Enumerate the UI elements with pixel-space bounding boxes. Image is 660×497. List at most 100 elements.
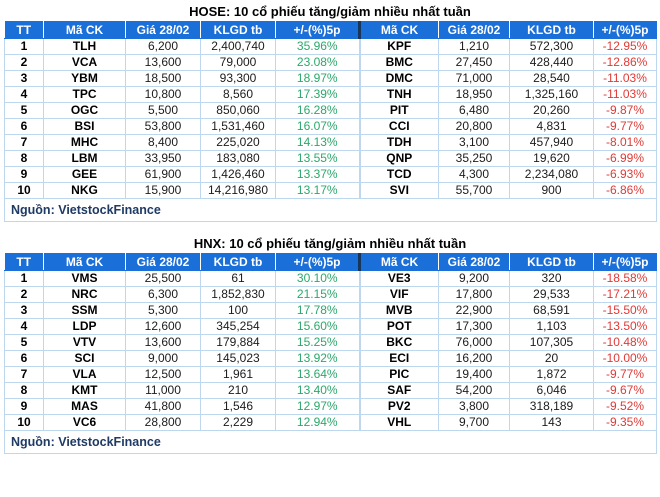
hnx-stock-table: TT Mã CK Giá 28/02 KLGD tb +/-(%)5p Mã CK Giá … bbox=[4, 253, 657, 454]
loser-price-cell: 35,250 bbox=[438, 150, 510, 167]
hnx-table-section: HNX: 10 cổ phiếu tăng/giảm nhiều nhất tu… bbox=[4, 235, 657, 454]
hose-table-title: HOSE: 10 cổ phiếu tăng/giảm nhiều nhất t… bbox=[189, 4, 471, 19]
loser-price-cell: 17,300 bbox=[438, 318, 510, 335]
rank-cell: 5 bbox=[4, 102, 44, 119]
table-row: 8 LBM 33,950 183,080 13.55% QNP 35,250 19,620 -6… bbox=[4, 150, 657, 167]
gainer-pct-cell: 13.64% bbox=[275, 366, 360, 383]
gainer-ticker-cell: VTV bbox=[43, 334, 126, 351]
loser-ticker-cell: DMC bbox=[358, 70, 439, 87]
rank-cell: 6 bbox=[4, 350, 44, 367]
gainer-ticker-cell: LDP bbox=[43, 318, 126, 335]
rank-cell: 8 bbox=[4, 382, 44, 399]
column-header: Giá 28/02 bbox=[125, 21, 201, 39]
loser-ticker-cell: VHL bbox=[358, 414, 439, 431]
gainer-pct-cell: 13.40% bbox=[275, 382, 360, 399]
loser-pct-cell: -9.77% bbox=[593, 366, 657, 383]
loser-ticker-cell: SVI bbox=[358, 182, 439, 199]
rank-cell: 2 bbox=[4, 54, 44, 71]
gainer-ticker-cell: NKG bbox=[43, 182, 126, 199]
loser-price-cell: 9,200 bbox=[438, 270, 510, 287]
gainer-volume-cell: 1,852,830 bbox=[200, 286, 276, 303]
gainer-pct-cell: 15.60% bbox=[275, 318, 360, 335]
gainer-ticker-cell: VMS bbox=[43, 270, 126, 287]
loser-pct-cell: -10.00% bbox=[593, 350, 657, 367]
loser-volume-cell: 107,305 bbox=[509, 334, 594, 351]
gainer-ticker-cell: TPC bbox=[43, 86, 126, 103]
gainer-ticker-cell: MAS bbox=[43, 398, 126, 415]
column-header: +/-(%)5p bbox=[275, 253, 361, 271]
loser-price-cell: 18,950 bbox=[438, 86, 510, 103]
table-row: 4 LDP 12,600 345,254 15.60% POT 17,300 1,103 -13… bbox=[4, 318, 657, 335]
gainer-volume-cell: 179,884 bbox=[200, 334, 276, 351]
column-header: +/-(%)5p bbox=[593, 253, 657, 271]
column-header: KLGD tb bbox=[200, 253, 276, 271]
gainer-ticker-cell: NRC bbox=[43, 286, 126, 303]
table-row: 6 SCI 9,000 145,023 13.92% ECI 16,200 20 -10.00% bbox=[4, 350, 657, 367]
gainer-price-cell: 15,900 bbox=[125, 182, 201, 199]
loser-pct-cell: -12.95% bbox=[593, 38, 657, 55]
gainer-pct-cell: 18.97% bbox=[275, 70, 360, 87]
table-row: 1 VMS 25,500 61 30.10% VE3 9,200 320 -18.58% bbox=[4, 270, 657, 287]
gainer-pct-cell: 16.28% bbox=[275, 102, 360, 119]
loser-volume-cell: 2,234,080 bbox=[509, 166, 594, 183]
loser-ticker-cell: POT bbox=[358, 318, 439, 335]
gainer-price-cell: 13,600 bbox=[125, 54, 201, 71]
loser-price-cell: 3,800 bbox=[438, 398, 510, 415]
gainer-volume-cell: 100 bbox=[200, 302, 276, 319]
loser-volume-cell: 428,440 bbox=[509, 54, 594, 71]
loser-price-cell: 19,400 bbox=[438, 366, 510, 383]
loser-pct-cell: -9.52% bbox=[593, 398, 657, 415]
loser-pct-cell: -6.86% bbox=[593, 182, 657, 199]
loser-pct-cell: -6.99% bbox=[593, 150, 657, 167]
rank-cell: 7 bbox=[4, 134, 44, 151]
gainer-ticker-cell: OGC bbox=[43, 102, 126, 119]
gainer-pct-cell: 21.15% bbox=[275, 286, 360, 303]
gainer-volume-cell: 1,426,460 bbox=[200, 166, 276, 183]
loser-price-cell: 16,200 bbox=[438, 350, 510, 367]
gainer-volume-cell: 2,400,740 bbox=[200, 38, 276, 55]
table-row: 7 VLA 12,500 1,961 13.64% PIC 19,400 1,872 -9.77… bbox=[4, 366, 657, 383]
source-label: Nguồn: VietstockFinance bbox=[4, 198, 657, 222]
column-header: Mã CK bbox=[359, 253, 439, 271]
gainer-volume-cell: 79,000 bbox=[200, 54, 276, 71]
gainer-ticker-cell: VCA bbox=[43, 54, 126, 71]
rank-cell: 5 bbox=[4, 334, 44, 351]
loser-ticker-cell: BKC bbox=[358, 334, 439, 351]
loser-ticker-cell: ECI bbox=[358, 350, 439, 367]
gainer-price-cell: 33,950 bbox=[125, 150, 201, 167]
gainer-pct-cell: 30.10% bbox=[275, 270, 360, 287]
loser-pct-cell: -11.03% bbox=[593, 86, 657, 103]
gainer-pct-cell: 12.94% bbox=[275, 414, 360, 431]
rank-cell: 9 bbox=[4, 398, 44, 415]
gainer-price-cell: 61,900 bbox=[125, 166, 201, 183]
rank-cell: 4 bbox=[4, 318, 44, 335]
rank-cell: 4 bbox=[4, 86, 44, 103]
table-row: 8 KMT 11,000 210 13.40% SAF 54,200 6,046 -9.67% bbox=[4, 382, 657, 399]
gainer-pct-cell: 17.78% bbox=[275, 302, 360, 319]
loser-pct-cell: -12.86% bbox=[593, 54, 657, 71]
rank-cell: 6 bbox=[4, 118, 44, 135]
rank-cell: 1 bbox=[4, 270, 44, 287]
gainer-ticker-cell: GEE bbox=[43, 166, 126, 183]
gainer-volume-cell: 61 bbox=[200, 270, 276, 287]
loser-pct-cell: -9.87% bbox=[593, 102, 657, 119]
loser-volume-cell: 143 bbox=[509, 414, 594, 431]
loser-ticker-cell: SAF bbox=[358, 382, 439, 399]
gainer-volume-cell: 14,216,980 bbox=[200, 182, 276, 199]
rank-cell: 10 bbox=[4, 414, 44, 431]
loser-volume-cell: 1,872 bbox=[509, 366, 594, 383]
loser-volume-cell: 1,325,160 bbox=[509, 86, 594, 103]
gainer-ticker-cell: LBM bbox=[43, 150, 126, 167]
loser-volume-cell: 320 bbox=[509, 270, 594, 287]
gainer-volume-cell: 183,080 bbox=[200, 150, 276, 167]
loser-pct-cell: -6.93% bbox=[593, 166, 657, 183]
gainer-price-cell: 9,000 bbox=[125, 350, 201, 367]
loser-volume-cell: 318,189 bbox=[509, 398, 594, 415]
gainer-volume-cell: 225,020 bbox=[200, 134, 276, 151]
column-header: Mã CK bbox=[43, 253, 126, 271]
loser-volume-cell: 572,300 bbox=[509, 38, 594, 55]
gainer-pct-cell: 14.13% bbox=[275, 134, 360, 151]
gainer-price-cell: 6,300 bbox=[125, 286, 201, 303]
loser-ticker-cell: QNP bbox=[358, 150, 439, 167]
loser-volume-cell: 900 bbox=[509, 182, 594, 199]
